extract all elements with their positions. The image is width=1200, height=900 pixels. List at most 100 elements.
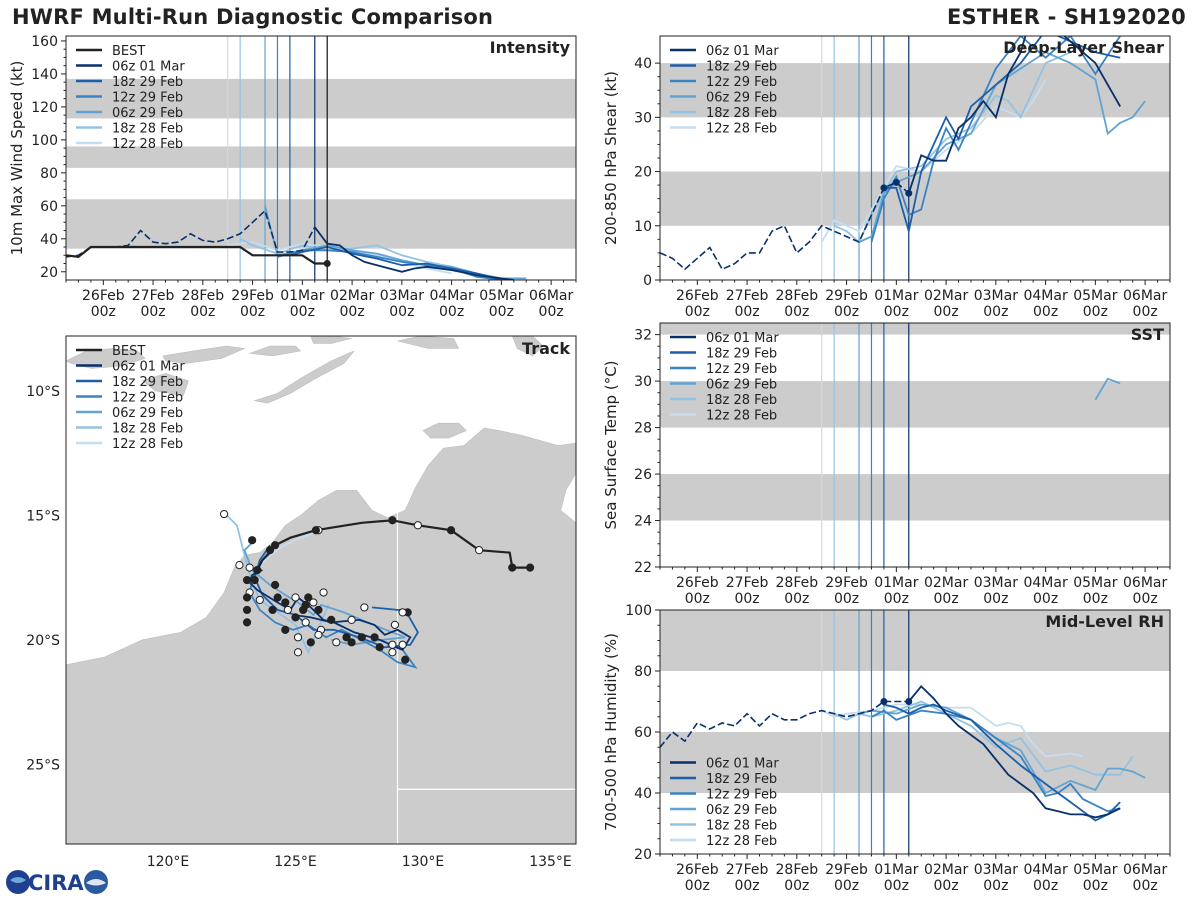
rh-xtick-day: 06Mar (1123, 862, 1167, 878)
shear-xtick-day: 01Mar (874, 288, 918, 304)
rh-series-line-3 (858, 703, 1146, 795)
track-point-open (319, 588, 328, 597)
land-island (310, 336, 352, 344)
intensity-legend-label: 18z 28 Feb (112, 122, 183, 137)
intensity-xtick-day: 04Mar (429, 288, 473, 304)
track-point-filled (375, 643, 384, 652)
intensity-xtick-day: 05Mar (479, 288, 523, 304)
sst-band (660, 323, 1170, 335)
shear-xtick-hour: 00z (834, 304, 859, 320)
seal-bird-shape (86, 879, 106, 886)
sst-ytick-label: 30 (634, 374, 652, 390)
track-lon-label: 125°E (274, 854, 317, 870)
track-point-filled (242, 618, 252, 627)
shear-panel: 01020304026Feb00z27Feb00z28Feb00z29Feb00… (602, 35, 1171, 320)
intensity-ytick-label: 160 (31, 34, 58, 50)
intensity-xtick-hour: 00z (389, 304, 414, 320)
rh-series-line-4 (833, 700, 1134, 776)
shear-xtick-hour: 00z (1133, 304, 1158, 320)
track-point-open (390, 620, 400, 629)
rh-series-line-1 (883, 703, 1121, 822)
track-lon-label: 120°E (147, 854, 190, 870)
shear-series-point (880, 184, 888, 192)
track-legend-label: 18z 29 Feb (112, 375, 183, 390)
rh-ytick-label: 40 (634, 786, 652, 802)
track-lon-label: 135°E (529, 854, 572, 870)
rh-band (660, 732, 1170, 793)
rh-xtick-hour: 00z (934, 878, 959, 894)
track-panel: 10°S 15°S 20°S 25°S 120°E 125°E 130°E 135°E Trac… (26, 335, 577, 870)
track-point-filled (271, 580, 280, 590)
sst-legend-label: 06z 29 Feb (706, 378, 777, 393)
shear-xtick-day: 27Feb (726, 288, 769, 304)
intensity-series-layer (66, 205, 527, 280)
shear-xtick-hour: 00z (685, 304, 710, 320)
rh-xtick-hour: 00z (784, 878, 809, 894)
track-lat-label: 15°S (26, 508, 60, 524)
intensity-band (66, 146, 576, 168)
track-point-filled (242, 575, 252, 585)
intensity-xtick-hour: 00z (489, 304, 514, 320)
shear-series-line-2 (870, 36, 1121, 243)
shear-legend-label: 06z 29 Feb (706, 91, 777, 106)
sst-legend-label: 12z 29 Feb (706, 362, 777, 377)
sst-ylabel: Sea Surface Temp (°C) (602, 360, 620, 529)
sst-panel: 22242628303226Feb00z27Feb00z28Feb00z29Fe… (602, 322, 1171, 607)
sst-band (660, 381, 1170, 428)
intensity-xtick-hour: 00z (340, 304, 365, 320)
logo-text: CIRA (28, 871, 84, 895)
track-lat-label: 10°S (26, 384, 60, 400)
shear-series-point (905, 189, 913, 197)
intensity-ylabel: 10m Max Wind Speed (kt) (8, 61, 26, 256)
sst-plot-area (660, 323, 1170, 567)
sst-ytick-label: 26 (634, 467, 652, 483)
track-point-open (235, 560, 244, 570)
globe-highlight (10, 877, 26, 883)
track-point-filled (306, 638, 315, 647)
intensity-xtick-hour: 00z (91, 304, 116, 320)
rh-xtick-day: 02Mar (924, 862, 968, 878)
intensity-xtick-hour: 00z (140, 304, 165, 320)
shear-ytick-label: 20 (634, 165, 652, 181)
shear-series-past-0 (660, 181, 910, 271)
shear-xtick-hour: 00z (1083, 304, 1108, 320)
rh-series-line-2 (871, 709, 1121, 813)
rh-xtick-day: 05Mar (1073, 862, 1117, 878)
shear-legend-label: 12z 28 Feb (706, 122, 777, 137)
sst-xtick-day: 29Feb (825, 575, 868, 591)
rh-xtick-day: 04Mar (1023, 862, 1067, 878)
track-legend-label: 06z 01 Mar (112, 360, 185, 375)
figure-title: HWRF Multi-Run Diagnostic Comparison (12, 5, 494, 29)
track-point-filled (248, 536, 257, 545)
shear-series-line-0 (907, 36, 1121, 194)
rh-xtick-hour: 00z (983, 878, 1008, 894)
land-island (253, 350, 355, 404)
track-point-filled (314, 605, 323, 615)
rh-legend-label: 06z 29 Feb (706, 803, 777, 818)
rh-legend-label: 18z 29 Feb (706, 772, 777, 787)
track-point-filled (242, 605, 252, 615)
intensity-xtick-hour: 00z (439, 304, 464, 320)
intensity-ytick-label: 80 (40, 166, 58, 182)
land-island (397, 336, 460, 349)
sst-ytick-label: 22 (634, 560, 652, 576)
track-series-line-2 (248, 549, 418, 669)
track-point-filled (388, 516, 397, 525)
track-point-filled (273, 593, 282, 602)
track-series-line-0 (248, 569, 412, 651)
sst-panel-title: SST (1131, 325, 1164, 344)
shear-ytick-label: 0 (643, 273, 652, 289)
shear-xtick-day: 29Feb (825, 288, 868, 304)
track-lat-label: 20°S (26, 633, 60, 649)
shear-xtick-day: 05Mar (1073, 288, 1117, 304)
rh-xtick-day: 26Feb (676, 862, 719, 878)
track-point-filled (311, 526, 320, 535)
track-point-open (314, 630, 323, 639)
shear-ytick-label: 40 (634, 56, 652, 72)
sst-xtick-day: 26Feb (676, 575, 719, 591)
intensity-xtick-hour: 00z (190, 304, 215, 320)
sst-series-line-3 (1094, 377, 1121, 401)
intensity-legend-label: 06z 01 Mar (112, 60, 185, 75)
track-point-filled (508, 563, 517, 572)
